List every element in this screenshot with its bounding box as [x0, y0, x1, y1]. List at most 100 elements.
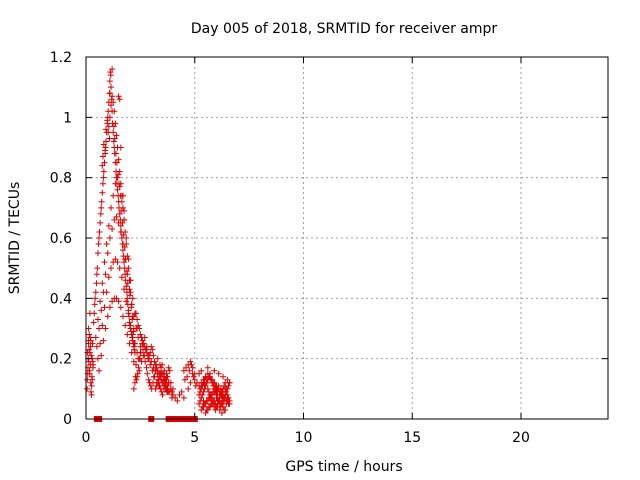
- data-point: [152, 367, 159, 374]
- data-point: [105, 129, 112, 136]
- data-point: [226, 379, 233, 386]
- data-point: [136, 355, 143, 362]
- data-point: [92, 334, 99, 341]
- y-tick-label: 0.2: [50, 352, 72, 368]
- data-point: [106, 135, 113, 142]
- data-point: [220, 403, 227, 410]
- data-point: [94, 355, 101, 362]
- data-point: [110, 192, 117, 199]
- data-point: [221, 397, 228, 404]
- data-point: [198, 367, 205, 374]
- data-point: [97, 340, 104, 347]
- data-point: [99, 153, 106, 160]
- data-point: [103, 126, 110, 133]
- data-point: [100, 174, 107, 181]
- data-point: [180, 367, 187, 374]
- data-point: [114, 186, 121, 193]
- data-point: [113, 213, 120, 220]
- data-point: [184, 373, 191, 380]
- data-point: [94, 316, 101, 323]
- data-point: [104, 250, 111, 257]
- data-point: [116, 180, 123, 187]
- data-point: [88, 352, 95, 359]
- data-point: [136, 367, 143, 374]
- data-point: [110, 138, 117, 145]
- data-point: [213, 391, 220, 398]
- data-point: [109, 93, 116, 100]
- data-point: [87, 379, 94, 386]
- data-point: [159, 391, 166, 398]
- data-point: [96, 367, 103, 374]
- data-point: [85, 358, 92, 365]
- data-point: [215, 397, 222, 404]
- data-point: [205, 403, 212, 410]
- data-point: [94, 250, 101, 257]
- data-point: [117, 222, 124, 229]
- data-point: [108, 265, 115, 272]
- data-point: [208, 391, 215, 398]
- data-point: [152, 385, 159, 392]
- data-point: [121, 259, 128, 266]
- data-point: [181, 376, 188, 383]
- data-point: [136, 325, 143, 332]
- data-point: [200, 397, 207, 404]
- data-point: [185, 385, 192, 392]
- data-point: [96, 235, 103, 241]
- x-tick-label: 10: [295, 430, 313, 446]
- data-point: [198, 394, 205, 401]
- data-point: [187, 358, 194, 365]
- data-point: [147, 382, 154, 389]
- data-point: [123, 298, 130, 305]
- x-tick-label: 5: [190, 430, 199, 446]
- chart-title: Day 005 of 2018, SRMTID for receiver amp…: [191, 21, 498, 37]
- data-point: [106, 304, 113, 311]
- y-tick-label: 1.2: [50, 50, 72, 66]
- data-point: [99, 162, 106, 169]
- data-point: [117, 144, 124, 151]
- data-point: [150, 364, 157, 371]
- data-point: [87, 337, 94, 344]
- data-point: [161, 367, 168, 374]
- data-point: [155, 376, 162, 383]
- data-point: [106, 235, 113, 241]
- data-point: [116, 183, 123, 190]
- axis-ticks: [85, 56, 608, 420]
- data-point: [137, 331, 144, 338]
- data-point: [222, 385, 229, 392]
- data-point: [124, 331, 131, 338]
- data-point: [89, 364, 96, 371]
- data-point: [165, 364, 172, 371]
- data-point: [130, 385, 137, 392]
- data-point: [201, 379, 208, 386]
- data-point: [127, 289, 134, 296]
- data-point: [134, 316, 141, 323]
- data-point: [102, 271, 109, 278]
- data-points: [84, 66, 233, 422]
- data-point: [210, 397, 217, 404]
- data-point: [104, 313, 111, 320]
- data-point: [144, 355, 151, 362]
- data-point: [163, 370, 170, 377]
- data-point: [170, 391, 176, 398]
- x-tick-label: 20: [512, 430, 530, 446]
- data-point: [88, 388, 95, 395]
- data-point: [204, 364, 211, 371]
- data-point: [124, 253, 131, 260]
- data-point: [101, 259, 108, 266]
- data-point: [98, 352, 105, 359]
- data-point: [141, 334, 148, 341]
- data-point: [99, 180, 106, 187]
- data-point: [104, 117, 111, 124]
- grid: [86, 57, 608, 419]
- data-point: [89, 376, 96, 383]
- data-point: [220, 373, 227, 380]
- data-point: [116, 96, 123, 103]
- data-point: [114, 259, 121, 266]
- data-point: [112, 120, 119, 127]
- data-point: [135, 364, 142, 371]
- data-point: [164, 373, 171, 380]
- data-point: [98, 307, 105, 314]
- x-tick-labels: 0 5 10 15 20: [82, 430, 530, 446]
- data-point: [147, 361, 154, 368]
